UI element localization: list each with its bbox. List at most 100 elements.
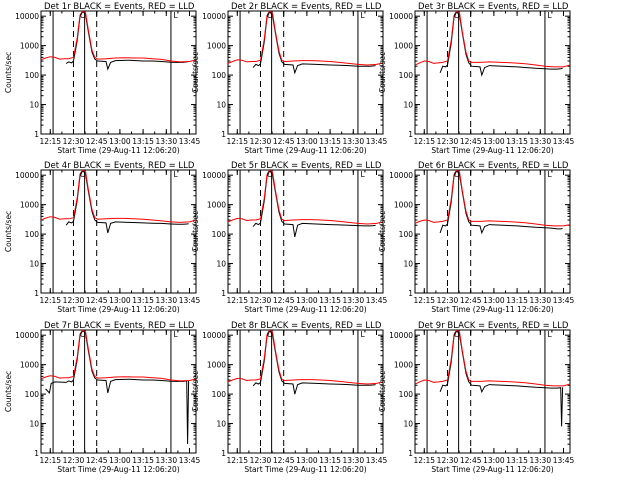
x-tick-label: 12:30 [63,456,85,465]
y-tick-label: 100 [399,390,414,399]
y-axis-label: Counts/sec [4,371,13,412]
panel-det-2: Det 2r BLACK = Events, RED = LLD 1 10 100 10… [191,2,388,155]
series-lld-line [228,330,383,385]
series-lld-line [41,11,196,63]
panel-title: Det 9r BLACK = Events, RED = LLD [418,321,569,331]
x-tick-label: 13:30 [155,456,177,465]
marker-l: L [173,170,178,179]
x-tick-label: 13:45 [553,137,575,146]
y-tick-label: 10000 [389,12,413,21]
x-tick-label: 13:45 [553,296,575,305]
marker-l: L [360,330,365,339]
panel-title: Det 4r BLACK = Events, RED = LLD [44,161,195,171]
x-axis-label: Start Time (29-Aug-11 12:06:20) [244,305,366,314]
x-axis-label: Start Time (29-Aug-11 12:06:20) [57,305,179,314]
panel-title: Det 1r BLACK = Events, RED = LLD [44,2,195,12]
series-lld-line [415,11,570,68]
x-tick-label: 13:15 [319,296,341,305]
x-tick-label: 12:15 [39,296,61,305]
marker-l: L [173,330,178,339]
marker-l: L [173,11,178,20]
x-tick-label: 13:00 [483,456,505,465]
panel-det-3: Det 3r BLACK = Events, RED = LLD 1 10 100 10… [378,2,575,155]
x-tick-label: 12:30 [437,296,459,305]
x-tick-label: 12:15 [226,137,248,146]
plot-area [415,11,570,134]
x-tick-label: 12:15 [413,456,435,465]
y-tick-label: 1000 [394,201,413,210]
x-tick-label: 13:45 [366,296,388,305]
series-events-line [45,330,190,445]
marker-l: L [547,330,552,339]
x-tick-label: 12:45 [273,137,295,146]
axes-frame [40,329,197,454]
axes-frame [414,10,571,135]
y-axis-label: Counts/sec [191,371,200,412]
marker-o: O [80,170,86,179]
marker-l: L [547,170,552,179]
x-tick-label: 12:45 [273,456,295,465]
axes-frame [227,10,384,135]
y-tick-label: 10 [216,101,226,110]
x-tick-label: 12:45 [86,296,108,305]
y-tick-label: 10 [216,420,226,429]
marker-l: L [360,170,365,179]
y-tick-label: 1 [408,130,413,139]
y-tick-label: 1000 [207,42,226,51]
y-tick-label: 1000 [207,201,226,210]
y-axis-label: Counts/sec [191,211,200,252]
x-tick-label: 13:30 [529,296,551,305]
axes-frame [414,329,571,454]
x-tick-label: 12:30 [250,456,272,465]
y-tick-label: 10000 [389,171,413,180]
y-tick-label: 100 [25,230,40,239]
y-tick-label: 1 [221,130,226,139]
plot-area [228,330,383,453]
panel-det-8: Det 8r BLACK = Events, RED = LLD 1 10 100 10… [191,321,388,474]
y-tick-label: 1000 [207,361,226,370]
series-lld-line [41,330,196,382]
plot-area [41,170,196,293]
y-tick-label: 1000 [394,42,413,51]
y-tick-label: 1000 [20,361,39,370]
x-tick-label: 12:15 [39,456,61,465]
y-tick-label: 100 [399,71,414,80]
y-tick-label: 10000 [202,171,226,180]
panel-det-9: Det 9r BLACK = Events, RED = LLD 1 10 100 10… [378,321,575,474]
x-tick-label: 12:30 [63,137,85,146]
plot-area [41,11,196,134]
y-tick-label: 10 [216,260,226,269]
panel-title: Det 3r BLACK = Events, RED = LLD [418,2,569,12]
x-tick-label: 12:45 [460,137,482,146]
y-tick-label: 1 [408,289,413,298]
x-tick-label: 12:15 [226,456,248,465]
y-tick-label: 1000 [20,42,39,51]
x-tick-label: 13:45 [553,456,575,465]
panel-title: Det 8r BLACK = Events, RED = LLD [231,321,382,331]
plot-area [228,170,383,293]
x-tick-label: 12:30 [250,296,272,305]
x-tick-label: 13:30 [155,296,177,305]
x-tick-label: 13:00 [296,137,318,146]
x-tick-label: 13:15 [506,456,528,465]
marker-o: O [80,330,86,339]
y-tick-label: 10000 [389,331,413,340]
x-tick-label: 13:45 [366,456,388,465]
panel-title: Det 2r BLACK = Events, RED = LLD [231,2,382,12]
y-tick-label: 100 [212,71,227,80]
marker-o: O [267,330,273,339]
series-lld-line [228,11,383,66]
marker-o: O [454,170,460,179]
axes-frame [40,10,197,135]
axes-frame [227,329,384,454]
x-tick-label: 13:15 [132,296,154,305]
y-tick-label: 1000 [20,201,39,210]
y-tick-label: 1 [408,449,413,458]
marker-l: L [360,11,365,20]
y-tick-label: 10000 [202,12,226,21]
plot-area [228,11,383,134]
x-tick-label: 12:30 [437,456,459,465]
y-axis-label: Counts/sec [378,52,387,93]
plot-area [415,170,570,293]
x-tick-label: 12:15 [413,137,435,146]
